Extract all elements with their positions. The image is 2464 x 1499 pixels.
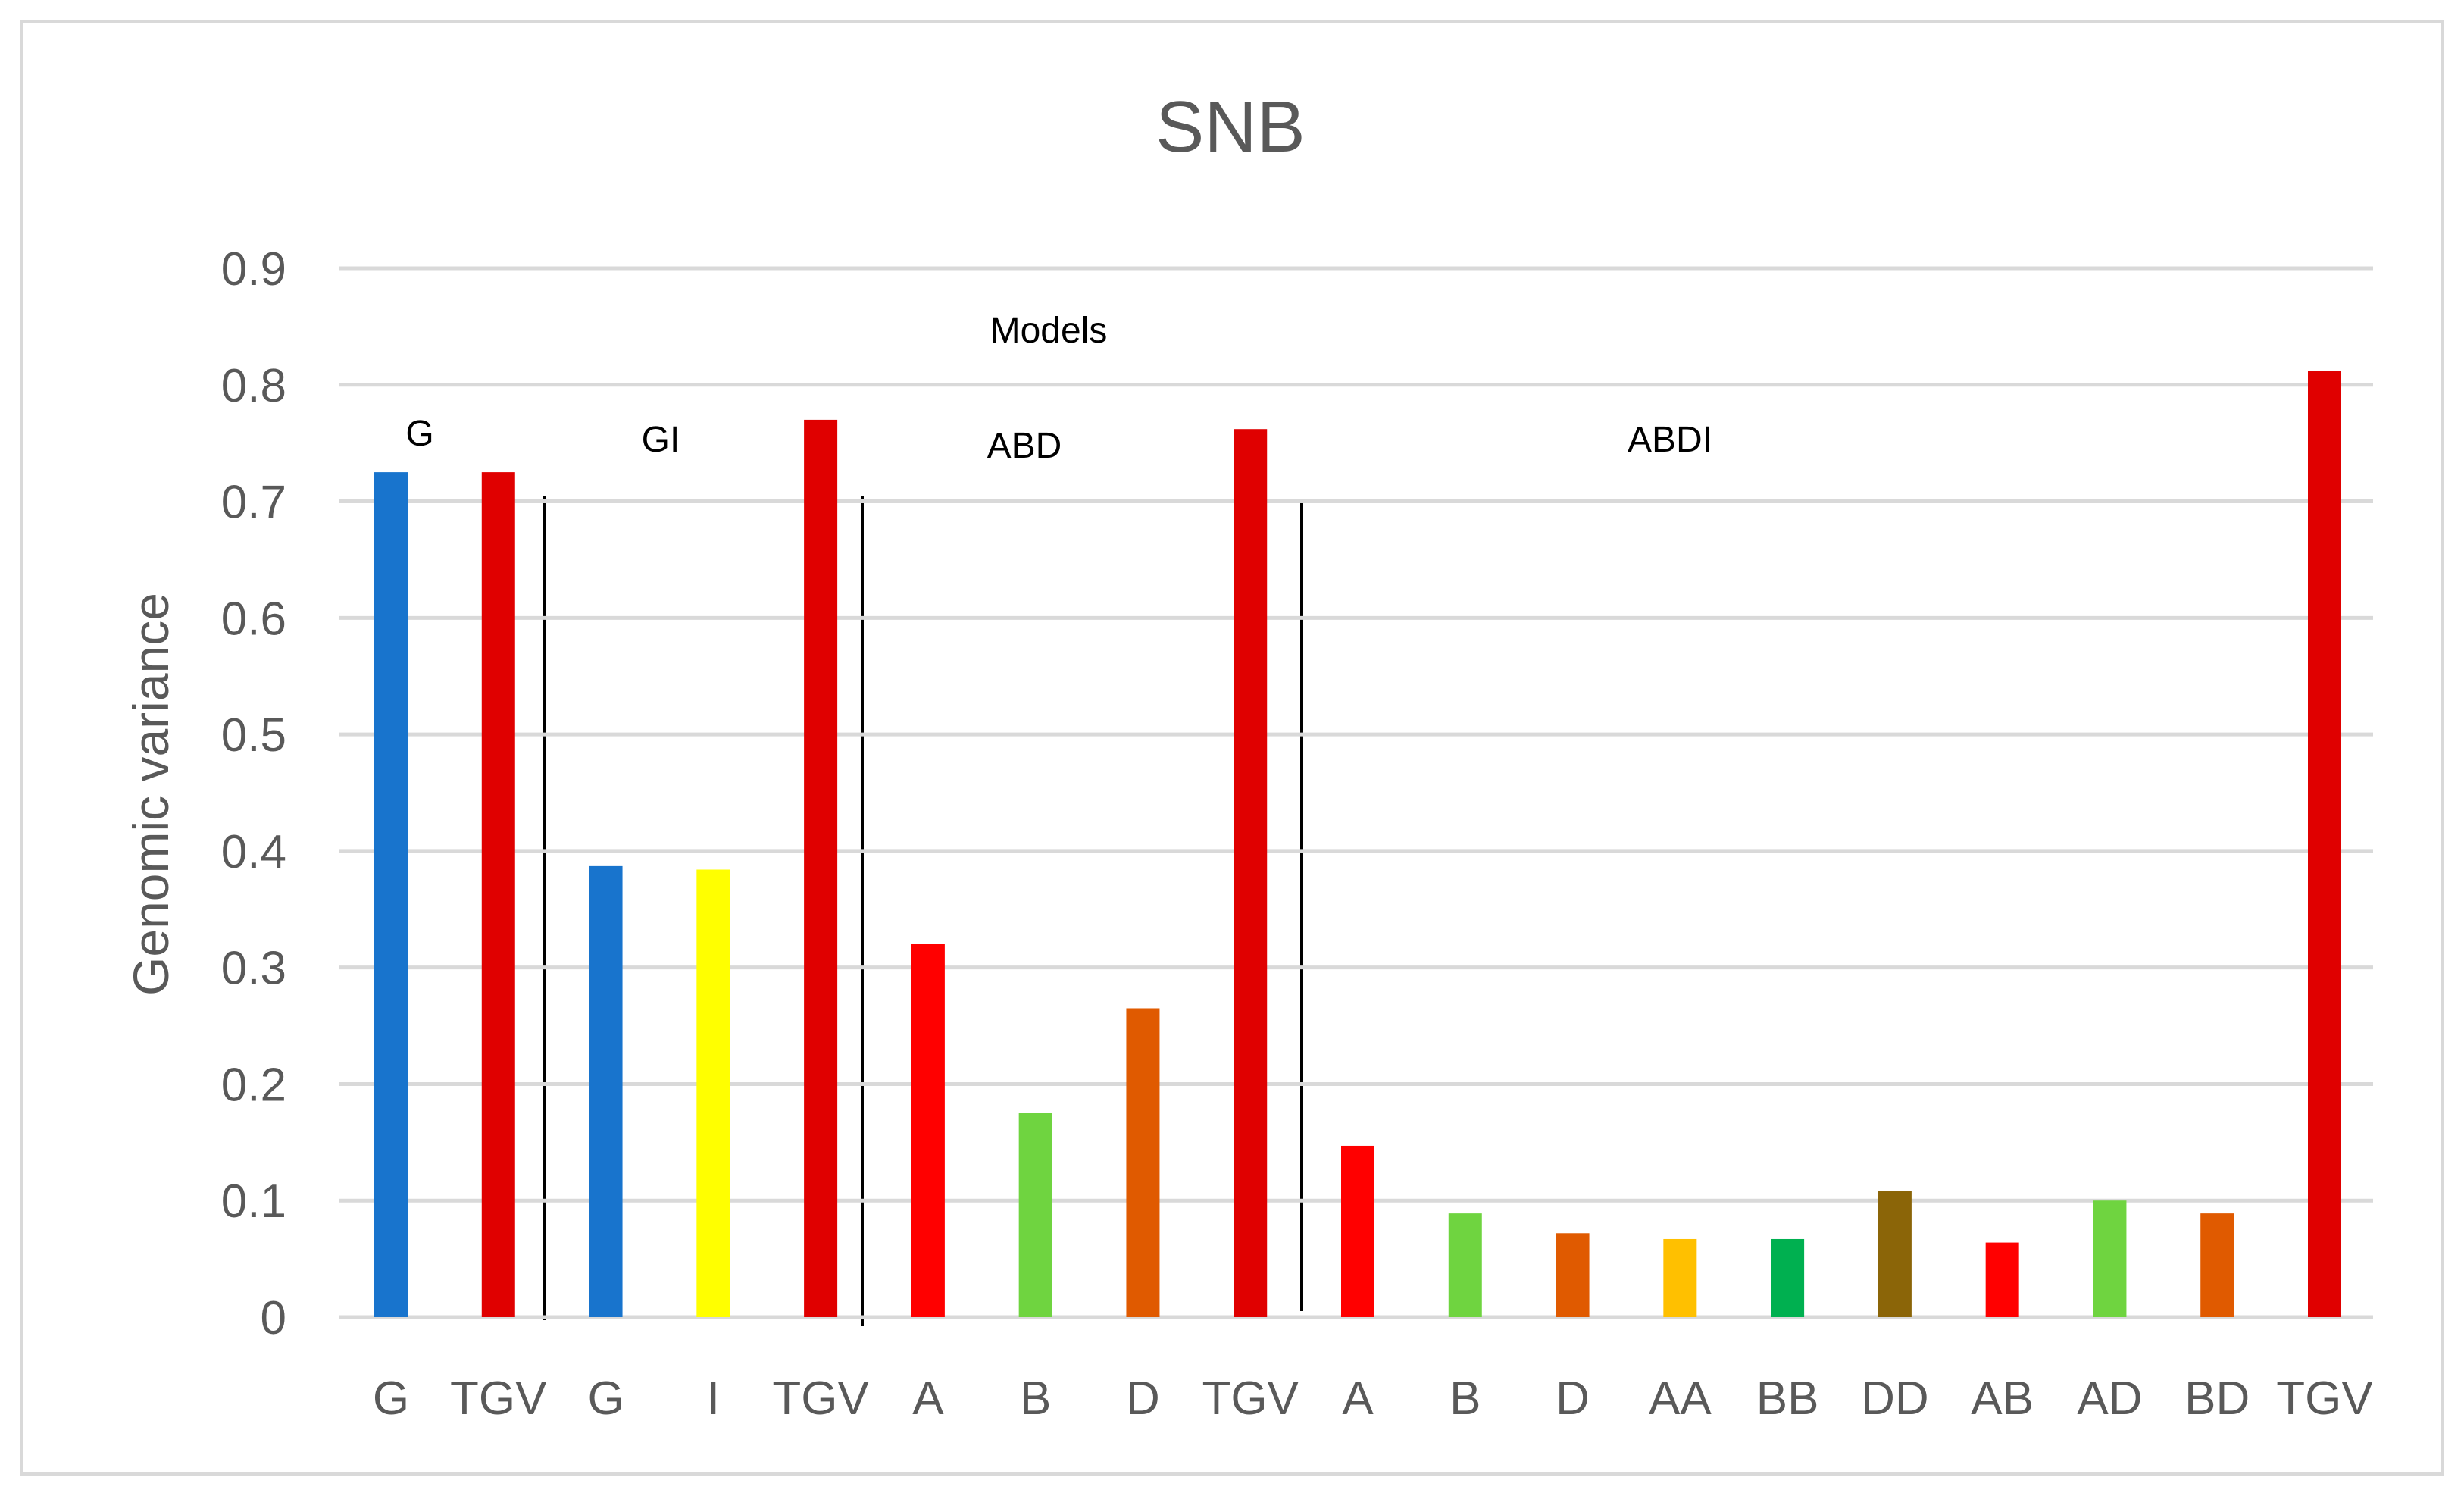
bar [696, 869, 730, 1317]
y-tick-label: 0.8 [221, 360, 286, 412]
x-tick-label: TGV [772, 1372, 869, 1425]
group-label-gi: GI [642, 420, 680, 460]
x-tick-label: B [1020, 1372, 1051, 1425]
bar [1341, 1145, 1374, 1317]
bar [2093, 1200, 2127, 1317]
y-axis-ticks: 0 0.1 0.2 0.3 0.4 0.5 0.6 0.7 0.8 0.9 [221, 243, 286, 1344]
x-tick-label: AB [1971, 1372, 2034, 1425]
chart-title: SNB [1155, 86, 1305, 167]
bars [374, 371, 2341, 1317]
x-tick-label: G [587, 1372, 624, 1425]
gridlines [339, 266, 2373, 1319]
bar [1556, 1233, 1590, 1317]
y-tick-label: 0.5 [221, 709, 286, 762]
x-tick-label: G [373, 1372, 409, 1425]
bar [1985, 1242, 2019, 1317]
y-tick-label: 0.7 [221, 477, 286, 529]
models-annotation: Models [990, 311, 1108, 351]
x-tick-label: A [912, 1372, 944, 1425]
x-tick-label: AD [2077, 1372, 2142, 1425]
bar [804, 419, 838, 1317]
bar [2308, 371, 2341, 1317]
bar [1448, 1213, 1482, 1317]
x-tick-label: I [707, 1372, 720, 1425]
group-label-abdi: ABDI [1628, 420, 1712, 460]
bar [374, 472, 408, 1317]
bar [1878, 1191, 1912, 1317]
bar [911, 944, 945, 1317]
x-tick-label: TGV [450, 1372, 547, 1425]
y-axis-label: Genomic variance [123, 593, 179, 996]
chart-frame [20, 20, 2444, 1476]
x-axis-ticks: G TGV G I TGV A B D TGV A B D AA BB DD AB AD BD TGV [373, 1372, 2373, 1425]
x-tick-label: A [1342, 1372, 1374, 1425]
group-label-g: G [405, 414, 433, 454]
bar [589, 865, 623, 1317]
y-tick-label: 0.3 [221, 943, 286, 995]
bar [2200, 1213, 2234, 1317]
x-tick-label: B [1449, 1372, 1481, 1425]
bar [1126, 1008, 1160, 1317]
y-tick-label: 0.6 [221, 593, 286, 645]
x-tick-label: BD [2184, 1372, 2250, 1425]
x-tick-label: D [1556, 1372, 1590, 1425]
x-tick-label: AA [1649, 1372, 1712, 1425]
y-tick-label: 0.2 [221, 1059, 286, 1111]
bar [1234, 429, 1268, 1317]
x-tick-label: BB [1756, 1372, 1819, 1425]
y-tick-label: 0.9 [221, 243, 286, 296]
bar [1771, 1238, 1805, 1317]
x-tick-label: DD [1861, 1372, 1929, 1425]
bar [1663, 1238, 1697, 1317]
y-tick-label: 0 [261, 1292, 286, 1344]
x-tick-label: TGV [1202, 1372, 1299, 1425]
group-label-abd: ABD [987, 426, 1062, 466]
x-tick-label: TGV [2276, 1372, 2373, 1425]
x-tick-label: D [1126, 1372, 1160, 1425]
y-tick-label: 0.4 [221, 826, 286, 878]
bar [481, 472, 515, 1317]
bar [1018, 1113, 1052, 1317]
y-tick-label: 0.1 [221, 1175, 286, 1228]
